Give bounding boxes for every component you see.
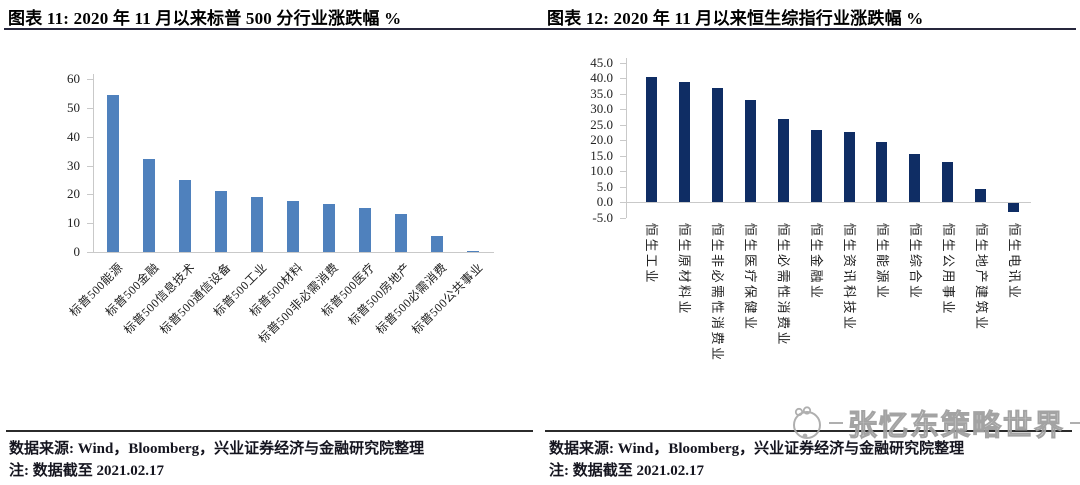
cat-face-icon [793,406,821,439]
y-axis-label: 60 [67,71,80,87]
title-underline-rule [4,28,1076,30]
x-axis-label: 恒生电讯业 [1006,223,1022,301]
y-axis-label: 25.0 [590,116,613,132]
bar [876,142,888,202]
y-axis-label: 45.0 [590,54,613,70]
y-axis-label: 5.0 [596,178,613,194]
bar [942,162,954,202]
y-axis-line [93,74,94,252]
y-axis-label: 40 [67,128,80,144]
x-axis-label: 恒生公用事业 [940,223,956,317]
bar [214,191,227,252]
bar [810,130,822,202]
y-axis-label: 0.0 [596,194,613,209]
bar [645,76,657,202]
y-axis-tick [620,217,626,219]
left-footer-rule [6,430,533,432]
y-axis-label: 30.0 [590,101,613,116]
x-axis-label: 恒生原材料业 [677,223,693,317]
figure-12-title: 图表 12: 2020 年 11 月以来恒生综指行业涨跌幅 % [547,9,924,28]
y-axis-label: 35.0 [590,85,613,101]
bar [909,153,921,202]
y-axis-tick [87,223,93,225]
y-axis-tick [87,165,93,167]
watermark-text: 张忆东策略世界 [847,410,1066,443]
y-axis-tick [620,155,626,157]
x-axis-label: 恒生金融业 [809,223,825,301]
right-footer-rule [545,430,1072,432]
y-axis-tick [87,194,93,196]
watermark: 张忆东策略世界 [790,403,1080,443]
bar [142,159,155,252]
watermark-left-dash [829,422,843,424]
bar [322,203,335,252]
x-axis-label: 恒生工业 [644,223,660,286]
y-axis-label: 0 [73,244,81,259]
y-axis-label: 50 [67,100,80,115]
y-axis-label: 15.0 [590,147,613,163]
y-axis-line [626,58,627,218]
bar [250,196,263,252]
y-axis-tick [87,79,93,81]
y-axis-tick [87,108,93,109]
y-axis-tick [620,78,626,79]
right-source-note: 数据来源: Wind，Bloomberg，兴业证券经济与金融研究院整理 [549,441,965,457]
y-axis-label: -5.0 [592,209,613,225]
bar [466,251,479,252]
left-date-note: 注: 数据截至 2021.02.17 [9,463,164,479]
x-axis-label: 恒生医疗保健业 [743,223,759,332]
bar [106,94,119,252]
x-axis-line [626,202,1031,203]
x-axis-label: 恒生必需性消费业 [776,223,792,348]
y-axis-tick [620,140,626,141]
bar [744,99,756,202]
x-axis-label: 恒生非必需性消费业 [710,223,726,363]
y-axis-tick [620,186,626,188]
y-axis-tick [87,252,93,253]
right-date-note: 注: 数据截至 2021.02.17 [549,463,704,479]
bar [1008,203,1020,212]
figure-11-title: 图表 11: 2020 年 11 月以来标普 500 分行业涨跌幅 % [8,9,402,28]
bar [430,235,443,252]
bar [975,188,987,202]
y-axis-label: 10.0 [590,163,613,178]
y-axis-label: 10 [67,215,80,231]
bar [286,201,299,252]
y-axis-tick [620,62,626,64]
y-axis-tick [620,124,626,126]
y-axis-tick [620,109,626,110]
left-source-note: 数据来源: Wind，Bloomberg，兴业证券经济与金融研究院整理 [9,441,425,457]
y-axis-label: 20 [67,186,80,202]
x-axis-line [93,252,494,253]
bar [358,207,371,252]
x-axis-label: 恒生能源业 [874,223,890,301]
bar [178,179,191,252]
y-axis-tick [87,136,93,138]
y-axis-label: 20.0 [590,132,613,147]
bar [843,132,855,202]
bar [777,118,789,202]
x-axis-label: 恒生地产建筑业 [973,223,989,332]
y-axis-tick [620,202,626,203]
x-axis-label: 恒生资讯科技业 [842,223,857,332]
y-axis-tick [620,93,626,95]
x-axis-label: 恒生综合业 [907,223,923,301]
bar [678,81,690,202]
watermark-right-dash [1070,422,1080,424]
y-axis-label: 30 [67,157,80,173]
y-axis-label: 40.0 [590,70,613,85]
y-axis-tick [620,171,626,172]
bar [711,88,723,202]
bar [394,214,407,252]
